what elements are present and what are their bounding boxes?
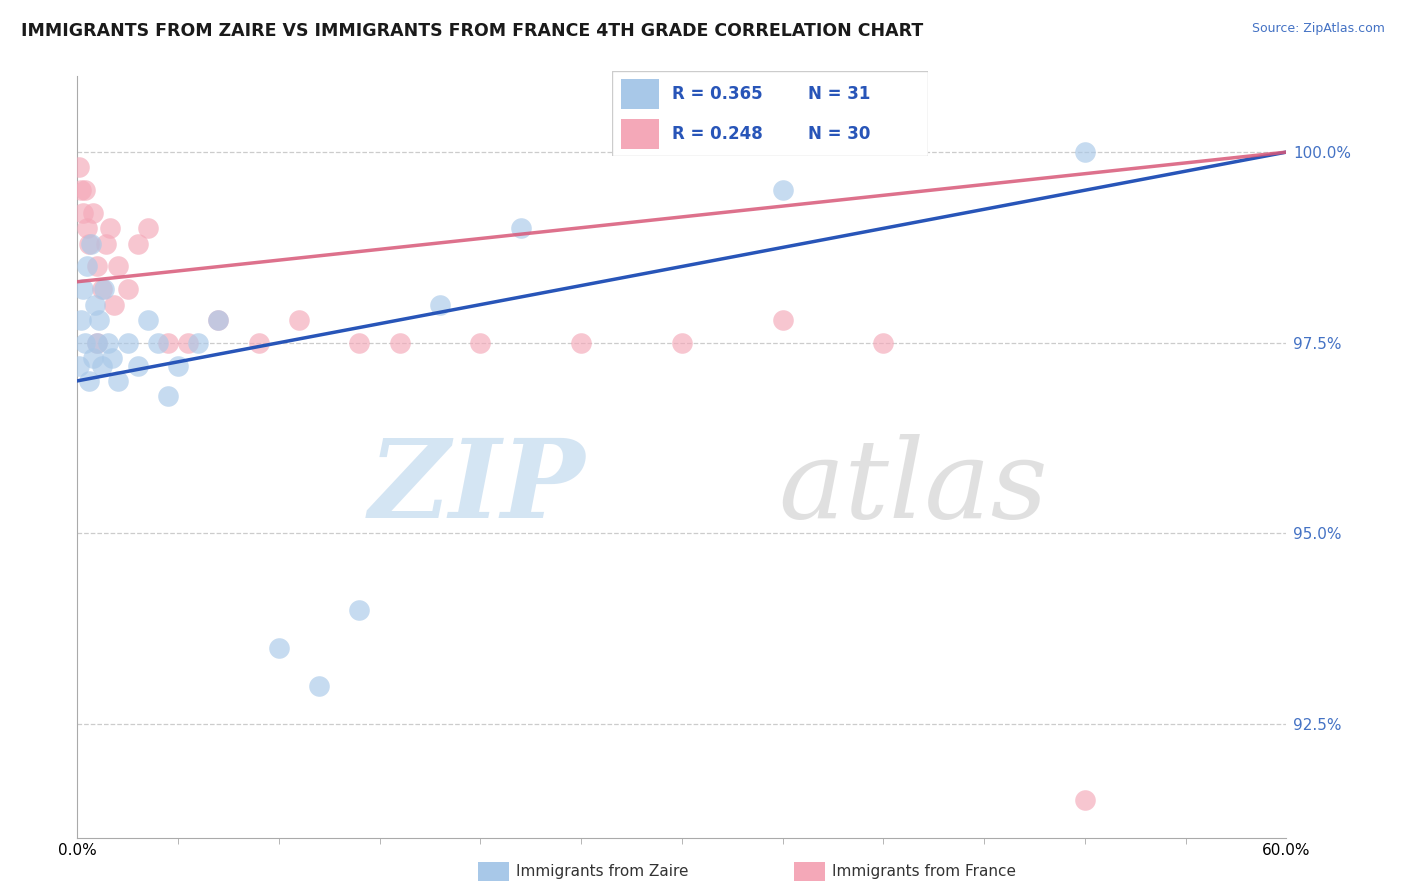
Point — [80, 236, 103, 251]
Point — [1074, 145, 1097, 159]
Point — [772, 183, 794, 197]
Text: R = 0.248: R = 0.248 — [672, 125, 762, 143]
Point — [70, 183, 93, 197]
Point — [470, 335, 492, 350]
Point — [98, 221, 121, 235]
Point — [86, 335, 108, 350]
Point — [89, 313, 111, 327]
Point — [187, 335, 209, 350]
Point — [67, 161, 90, 175]
Text: Immigrants from France: Immigrants from France — [832, 864, 1017, 879]
Point — [72, 206, 94, 220]
Point — [167, 359, 190, 373]
Point — [100, 351, 122, 365]
Point — [79, 236, 101, 251]
Point — [76, 221, 98, 235]
Point — [772, 313, 794, 327]
Point — [82, 351, 104, 365]
Point — [67, 359, 90, 373]
Point — [207, 313, 229, 327]
Point — [96, 335, 118, 350]
Text: R = 0.365: R = 0.365 — [672, 86, 762, 103]
FancyBboxPatch shape — [612, 71, 928, 156]
Text: Immigrants from Zaire: Immigrants from Zaire — [516, 864, 689, 879]
Text: IMMIGRANTS FROM ZAIRE VS IMMIGRANTS FROM FRANCE 4TH GRADE CORRELATION CHART: IMMIGRANTS FROM ZAIRE VS IMMIGRANTS FROM… — [21, 22, 924, 40]
Point — [72, 282, 94, 296]
Point — [569, 335, 592, 350]
Text: N = 31: N = 31 — [808, 86, 870, 103]
Point — [86, 260, 108, 274]
Point — [308, 679, 330, 693]
Point — [90, 359, 112, 373]
Point — [349, 602, 371, 616]
Point — [157, 335, 180, 350]
Text: Source: ZipAtlas.com: Source: ZipAtlas.com — [1251, 22, 1385, 36]
Point — [94, 236, 117, 251]
Point — [86, 335, 108, 350]
Point — [671, 335, 693, 350]
Point — [349, 335, 371, 350]
Point — [146, 335, 169, 350]
Text: N = 30: N = 30 — [808, 125, 870, 143]
Point — [1074, 793, 1097, 807]
Point — [136, 221, 159, 235]
Point — [107, 374, 129, 388]
Point — [82, 206, 104, 220]
Point — [93, 282, 115, 296]
Point — [75, 335, 97, 350]
Point — [177, 335, 200, 350]
Point — [509, 221, 531, 235]
Point — [107, 260, 129, 274]
Point — [207, 313, 229, 327]
Point — [70, 313, 93, 327]
Point — [127, 236, 149, 251]
Point — [84, 297, 107, 311]
Point — [429, 297, 451, 311]
Point — [90, 282, 112, 296]
Point — [117, 335, 139, 350]
Point — [76, 260, 98, 274]
Point — [75, 183, 97, 197]
FancyBboxPatch shape — [478, 862, 509, 881]
Point — [117, 282, 139, 296]
Point — [79, 374, 101, 388]
Point — [127, 359, 149, 373]
Point — [388, 335, 411, 350]
Point — [872, 335, 894, 350]
Point — [267, 640, 290, 655]
Text: ZIP: ZIP — [368, 434, 585, 541]
Point — [247, 335, 270, 350]
FancyBboxPatch shape — [621, 79, 659, 110]
Point — [157, 389, 180, 403]
FancyBboxPatch shape — [621, 119, 659, 149]
FancyBboxPatch shape — [794, 862, 825, 881]
Point — [136, 313, 159, 327]
Point — [288, 313, 311, 327]
Point — [103, 297, 125, 311]
Text: atlas: atlas — [779, 434, 1049, 541]
